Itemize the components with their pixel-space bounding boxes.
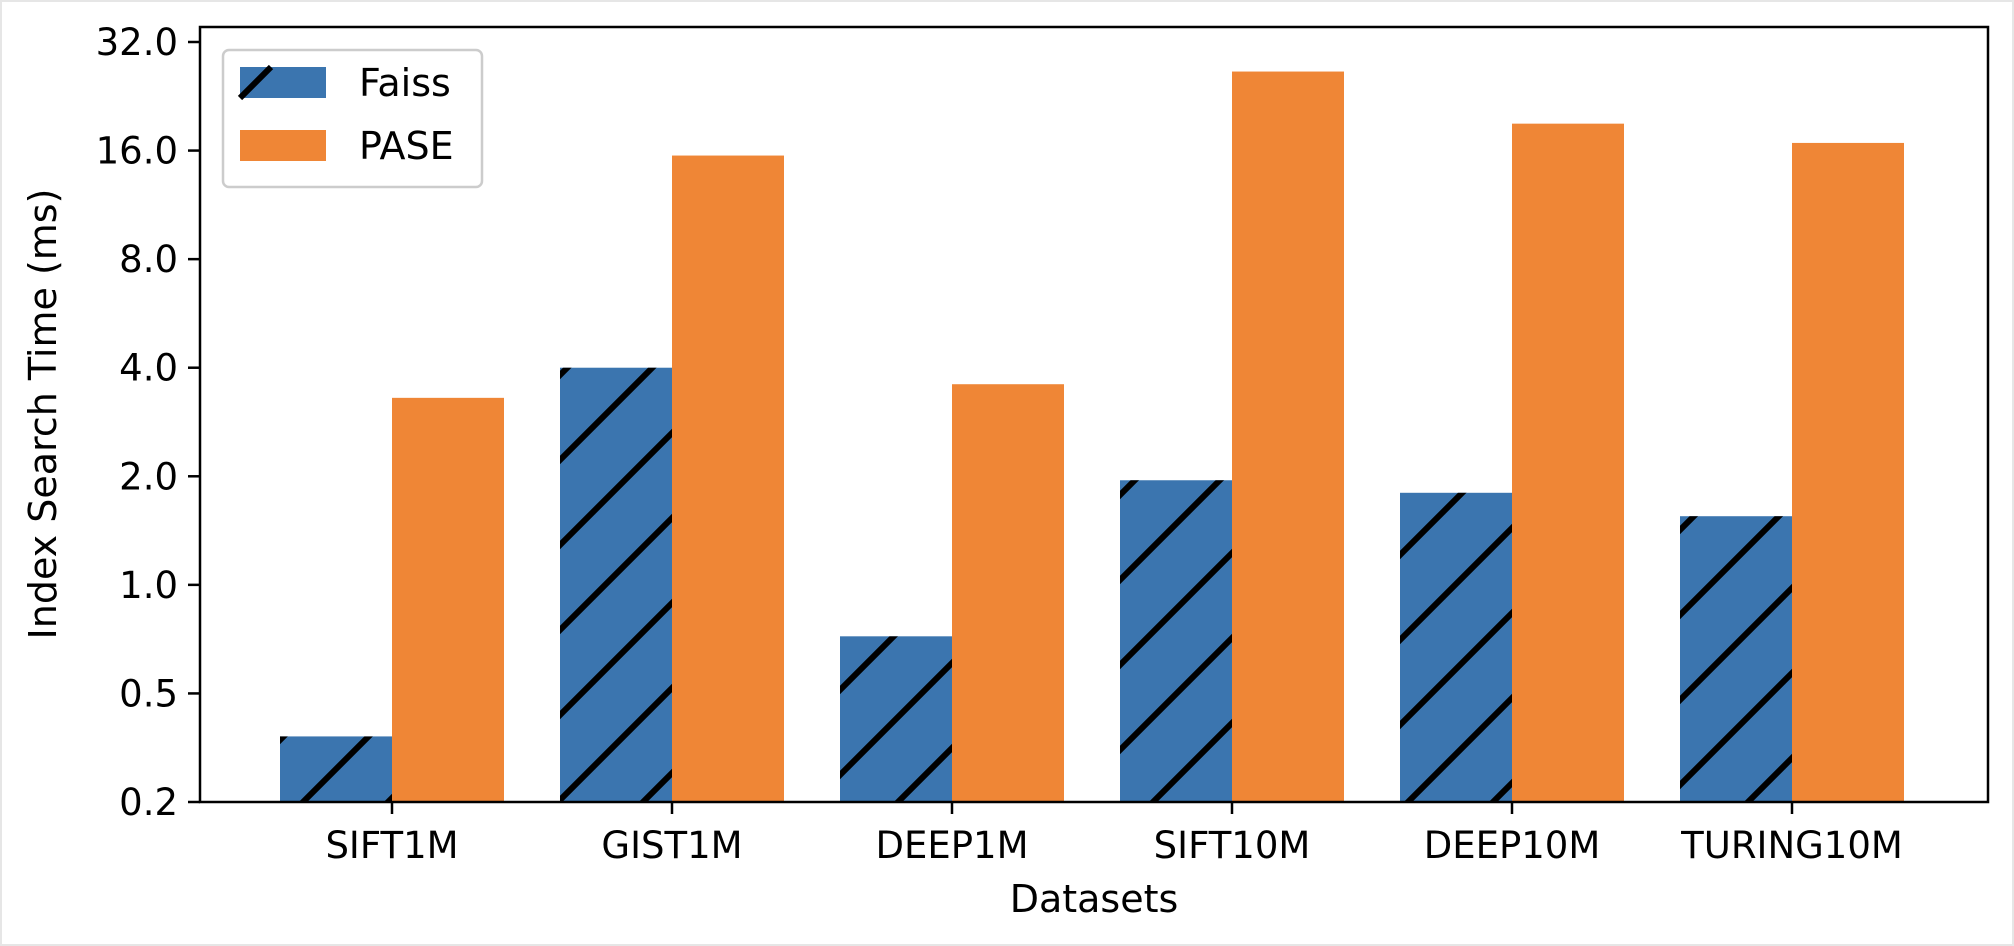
legend: Faiss PASE [221, 48, 484, 189]
bar-hatch [1680, 516, 1792, 802]
plot-frame [198, 25, 1990, 804]
legend-label-faiss: Faiss [359, 61, 451, 105]
x-tick-label: DEEP1M [875, 824, 1028, 867]
y-axis: 0.2 0.5 1.0 2.0 4.0 8.0 16.0 32.0 [96, 21, 200, 824]
bar-pase [1792, 142, 1904, 803]
y-tick-label: 2.0 [119, 455, 178, 498]
y-axis-label: Index Search Time (ms) [21, 189, 65, 640]
bar-hatch [1120, 480, 1232, 802]
x-axis: SIFT1M GIST1M DEEP1M SIFT10M DEEP10M TURING10… [325, 802, 1903, 867]
y-tick-label: 0.5 [119, 672, 178, 715]
bar-hatch [280, 736, 392, 802]
bar-pase [1232, 71, 1344, 803]
x-tick-label: TURING10M [1680, 824, 1903, 867]
legend-swatch-pase [240, 130, 326, 161]
bar-pase [672, 155, 784, 802]
y-tick-label: 16.0 [96, 130, 178, 173]
bars-layer [280, 71, 1904, 803]
x-tick-label: DEEP10M [1424, 824, 1601, 867]
bar-pase [392, 397, 504, 802]
y-tick-label: 1.0 [119, 564, 178, 607]
bar-hatch [1400, 492, 1512, 802]
x-tick-label: GIST1M [601, 824, 742, 867]
legend-label-pase: PASE [359, 124, 454, 168]
y-tick-label: 4.0 [119, 347, 178, 390]
bar-hatch [840, 636, 952, 802]
x-axis-label: Datasets [1010, 877, 1179, 921]
bar-hatch [560, 367, 672, 802]
y-tick-label: 8.0 [119, 238, 178, 281]
y-tick-label: 0.2 [119, 781, 178, 824]
bar-pase [1512, 123, 1624, 803]
legend-hatch [237, 64, 274, 101]
bar-pase [952, 384, 1064, 802]
x-tick-label: SIFT10M [1154, 824, 1311, 867]
x-tick-label: SIFT1M [325, 824, 458, 867]
y-tick-label: 32.0 [96, 21, 178, 64]
